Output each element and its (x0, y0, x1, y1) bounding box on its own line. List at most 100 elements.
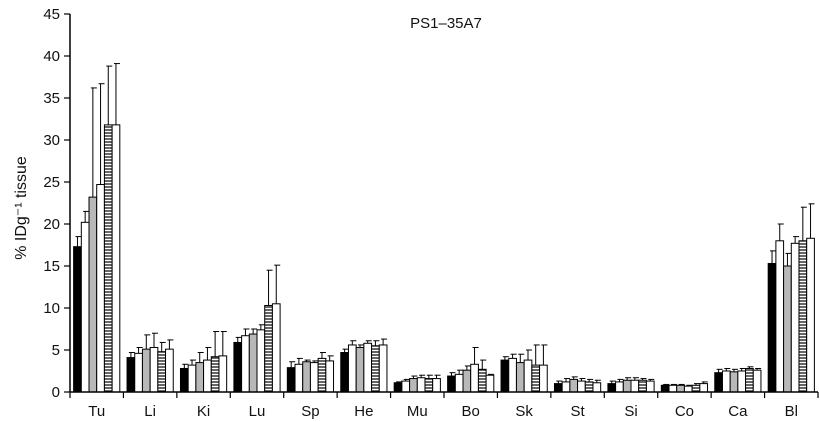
bar (683, 385, 693, 393)
bar (454, 373, 464, 393)
bar (210, 356, 220, 393)
x-tick-label: Lu (249, 403, 266, 420)
x-tick-label: Bo (462, 403, 480, 420)
bar (607, 383, 617, 393)
y-tick-label: 40 (43, 48, 60, 65)
bar (783, 265, 792, 393)
bar (470, 363, 479, 393)
bar (401, 380, 411, 393)
x-tick-label: Co (675, 403, 694, 420)
bar (317, 357, 327, 393)
bar (187, 364, 197, 393)
bar (80, 221, 90, 393)
bar (340, 352, 349, 393)
bar (561, 381, 571, 393)
bar (103, 124, 113, 393)
bar (302, 361, 311, 393)
bar (424, 378, 434, 393)
chart-title: PS1–35A7 (410, 15, 482, 32)
bar (584, 381, 594, 393)
x-tick-label: Bl (785, 403, 798, 420)
bar (88, 196, 98, 393)
y-tick-label: 15 (43, 258, 60, 275)
bar (179, 367, 189, 393)
bar (111, 124, 121, 393)
bar (775, 240, 785, 393)
bar (248, 333, 258, 393)
x-tick-label: Mu (407, 403, 428, 420)
bar (218, 355, 228, 393)
bar (371, 345, 380, 393)
bar (508, 357, 517, 393)
bar (630, 379, 640, 393)
y-tick-label: 0 (52, 384, 60, 401)
bar (203, 359, 212, 393)
bar (553, 383, 563, 393)
bar (615, 381, 624, 393)
bar (767, 262, 777, 393)
x-tick-label: Tu (88, 403, 105, 420)
bar (691, 384, 701, 393)
bar (500, 359, 510, 393)
y-tick-label: 25 (43, 174, 60, 191)
bar (806, 237, 815, 393)
bar (355, 346, 365, 393)
bar (699, 383, 709, 393)
bar (286, 367, 296, 393)
bar-layer (73, 63, 815, 393)
bar (523, 359, 533, 393)
y-tick-label: 5 (52, 342, 60, 359)
bar (515, 362, 525, 393)
bar (157, 351, 167, 393)
bar (165, 348, 174, 393)
bar (309, 362, 319, 393)
x-tick-label: Si (624, 403, 637, 420)
bar (745, 367, 754, 393)
bar (569, 378, 579, 393)
bar (149, 346, 159, 393)
bar (752, 369, 762, 393)
bar (271, 303, 281, 393)
bar (363, 342, 373, 393)
bar (126, 357, 136, 393)
bar (676, 384, 685, 393)
bar (393, 382, 403, 393)
bar (729, 371, 739, 393)
bar (539, 364, 548, 393)
bar (714, 372, 723, 393)
x-tick-label: St (570, 403, 585, 420)
bar (416, 377, 426, 393)
y-axis-label: % IDg⁻¹ tissue (13, 156, 30, 260)
bar (134, 352, 143, 393)
x-tick-label: Ca (728, 403, 748, 420)
x-tick-label: Sp (301, 403, 319, 420)
x-tick-label: Li (144, 403, 156, 420)
bar (577, 380, 586, 393)
bar (141, 348, 151, 393)
bar (409, 378, 418, 393)
bar (485, 374, 495, 393)
bar (73, 246, 82, 393)
bar (447, 375, 456, 393)
bar (531, 364, 541, 393)
bar (264, 304, 273, 393)
bar (645, 380, 655, 393)
bar (462, 369, 472, 393)
axis-layer: 0 5 10 15 20 25 30 35 40 45 Tu Li Ki Lu Sp He Mu Bo Sk St Si… (43, 6, 819, 420)
bar (668, 384, 678, 393)
bar (233, 341, 243, 393)
bar (592, 382, 602, 393)
bar (721, 370, 731, 393)
bar (638, 379, 647, 393)
x-tick-label: Ki (197, 403, 210, 420)
y-tick-label: 10 (43, 300, 60, 317)
bar (256, 329, 266, 393)
bar (622, 379, 632, 393)
bar (660, 384, 670, 393)
bar (798, 240, 808, 393)
bar (477, 368, 487, 393)
bar (195, 362, 205, 393)
bar (432, 378, 441, 393)
bar (96, 184, 105, 393)
